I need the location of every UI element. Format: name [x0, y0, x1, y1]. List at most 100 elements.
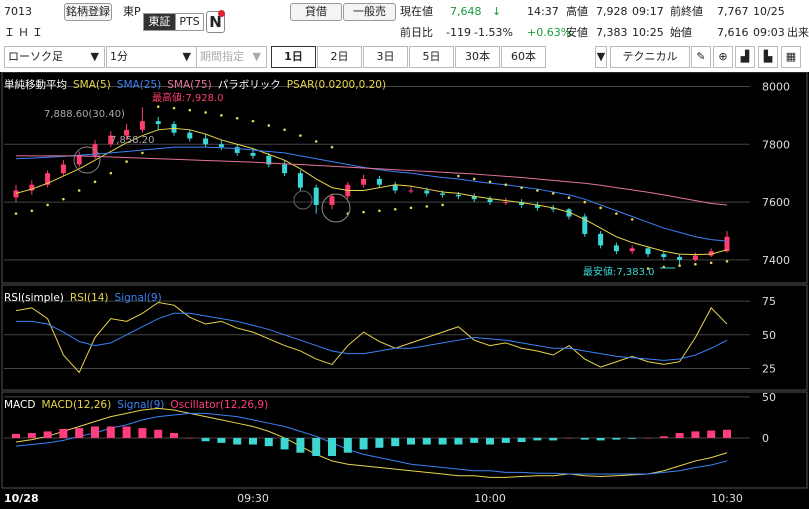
psar-dot — [457, 174, 460, 178]
oscillator-bar — [201, 437, 210, 442]
candle-body — [645, 248, 651, 255]
candle-body — [297, 173, 303, 188]
quote-text: 出来 — [787, 26, 809, 39]
psar-dot — [156, 105, 160, 108]
psar-dot — [694, 262, 697, 266]
psar-dot — [488, 180, 492, 184]
psar-dot — [678, 264, 681, 267]
oscillator-bar — [138, 428, 147, 438]
oscillator-bar — [707, 430, 716, 438]
psar-dot — [504, 183, 508, 187]
chart-style-icon[interactable]: ▙ — [758, 46, 778, 68]
candle-body — [613, 245, 619, 252]
dropdown-arrow[interactable]: ▼ — [595, 46, 607, 68]
legend-label: パラボリック — [218, 79, 281, 91]
psar-dot — [46, 203, 49, 207]
oscillator-bar — [59, 428, 68, 438]
news-badge — [218, 10, 225, 17]
legend-label: SMA(75) — [167, 79, 211, 91]
oscillator-bar — [407, 437, 415, 445]
quote-text: 前日比 — [400, 26, 433, 39]
layout-icon[interactable]: ▦ — [781, 46, 801, 68]
candle-body — [108, 135, 114, 145]
psar-dot — [267, 124, 271, 127]
interval-select[interactable]: 1分 ▼ — [106, 46, 197, 68]
interval: 1分 — [110, 50, 128, 63]
y-tick-label: 7600 — [762, 196, 790, 209]
chart-background — [0, 72, 809, 509]
oscillator-bar — [659, 436, 668, 438]
oscillator-bar — [486, 437, 494, 445]
legend-label: RSI(simple) — [4, 292, 64, 304]
annotation: 7,888.60(30.40) — [44, 109, 125, 120]
candle-body — [218, 144, 224, 148]
legend-label: MACD — [4, 399, 35, 411]
psar-dot — [409, 206, 413, 210]
quote-text: -119 — [446, 26, 471, 39]
x-tick-label: 09:30 — [237, 492, 269, 505]
oscillator-bar — [185, 437, 194, 439]
psar-dot — [646, 267, 650, 270]
range-button[interactable]: 2日 — [317, 46, 362, 68]
indicator-line — [15, 407, 728, 478]
chart-kind-select[interactable]: ローソク足 ▼ — [4, 46, 105, 68]
psar-dot — [378, 209, 381, 213]
candle-body — [408, 190, 414, 192]
dropdown-arrow: ▼ — [252, 50, 261, 63]
psar-dot — [314, 140, 318, 143]
oscillator-bar — [91, 426, 99, 438]
psar-dot — [188, 108, 192, 112]
oscillator-bar — [217, 437, 226, 443]
candle-body — [519, 202, 525, 205]
candle-body — [582, 216, 588, 234]
quote-text: 始値 — [670, 26, 692, 39]
psar-dot — [141, 151, 144, 155]
dropdown-arrow: ▼ — [90, 50, 99, 63]
quote-text: 10/25 — [753, 5, 785, 18]
oscillator-bar — [675, 433, 684, 438]
technical-button[interactable]: テクニカル — [610, 46, 690, 68]
range-button[interactable]: 60本 — [501, 46, 546, 68]
stock-name: ＩＨＩ — [4, 26, 46, 39]
y-tick-label: 7400 — [762, 254, 790, 267]
zoom-icon[interactable]: ⊕ — [713, 46, 733, 68]
register-button[interactable]: 銘柄登録 — [64, 3, 112, 21]
oscillator-bar — [517, 437, 526, 443]
draw-tool-icon[interactable]: ✎ — [691, 46, 711, 68]
range-button[interactable]: 3日 — [363, 46, 408, 68]
market: 東P — [123, 5, 141, 18]
exchange-tab[interactable]: PTS — [175, 13, 204, 31]
candle-body — [313, 187, 319, 205]
candle-body — [487, 199, 493, 203]
quote-text: +0.63% — [527, 26, 572, 39]
candle-body — [282, 164, 288, 174]
chart-style-icon[interactable]: ▟ — [735, 46, 755, 68]
annotation: 最高値:7,928.0 — [152, 91, 224, 104]
oscillator-bar — [391, 437, 400, 447]
exchange-tab[interactable]: 東証 — [143, 13, 176, 31]
legend-label: Signal(9) — [115, 292, 162, 304]
range-button[interactable]: 30本 — [455, 46, 500, 68]
psar-dot — [30, 209, 34, 213]
trade-button[interactable]: 貸借 — [290, 3, 342, 21]
candle-body — [550, 207, 556, 210]
indicator-line — [16, 155, 728, 206]
legend-label: MACD(12,26) — [41, 399, 111, 411]
panel-border — [1, 284, 808, 391]
period-select[interactable]: 期間指定 ▼ — [196, 46, 267, 68]
trade-button[interactable]: 一般売 — [343, 3, 396, 21]
quote-text: 7,648 — [450, 5, 482, 18]
highlight-circle — [73, 146, 101, 174]
legend-label: SMA(25) — [117, 79, 161, 91]
range-button[interactable]: 5日 — [409, 46, 454, 68]
range-button[interactable]: 1日 — [271, 46, 316, 68]
quote-text: 前終値 — [670, 5, 703, 18]
candle-body — [598, 233, 604, 246]
candle-body — [534, 204, 540, 208]
psar-dot — [551, 192, 555, 195]
psar-dot — [109, 171, 113, 175]
oscillator-bar — [422, 437, 431, 445]
candle-body — [266, 155, 272, 165]
indicator-line — [15, 412, 728, 475]
